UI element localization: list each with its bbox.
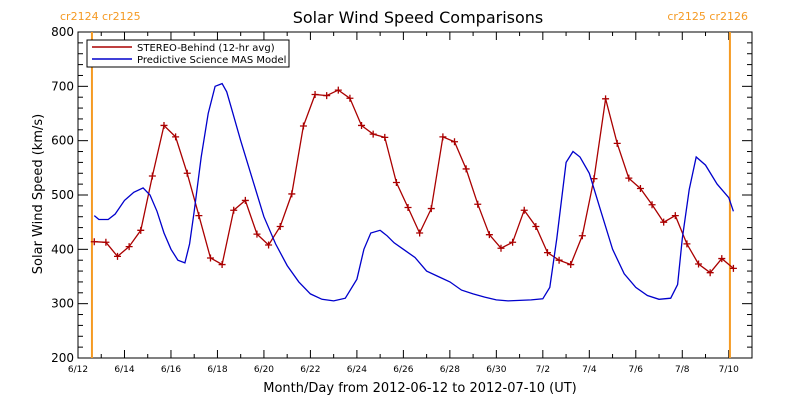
data-point-marker — [334, 86, 342, 94]
x-axis-label: Month/Day from 2012-06-12 to 2012-07-10 … — [263, 381, 576, 396]
series-line-2 — [93, 82, 735, 302]
chart-title: Solar Wind Speed Comparisons — [293, 8, 544, 27]
data-point-marker — [543, 249, 551, 257]
series-layer — [90, 82, 737, 302]
data-point-marker — [706, 269, 714, 277]
y-axis-label: Solar Wind Speed (km/s) — [31, 114, 46, 274]
data-point-marker — [683, 240, 691, 248]
data-point-marker — [299, 122, 307, 130]
data-point-marker — [509, 238, 517, 246]
data-point-marker — [729, 264, 737, 272]
legend-box — [86, 39, 290, 68]
data-point-marker — [532, 223, 540, 231]
y-tick-label: 600 — [51, 134, 74, 148]
x-tick-label: 6/16 — [161, 365, 181, 375]
cr-label: cr2125 cr2126 — [667, 10, 748, 23]
data-point-marker — [160, 121, 168, 129]
data-point-marker — [241, 196, 249, 204]
x-tick-label: 7/4 — [582, 365, 597, 375]
x-tick-label: 6/14 — [114, 365, 134, 375]
legend-label: Predictive Science MAS Model — [137, 55, 286, 66]
data-point-marker — [474, 200, 482, 208]
data-point-marker — [613, 139, 621, 147]
data-point-marker — [253, 230, 261, 238]
data-point-marker — [555, 256, 563, 264]
data-point-marker — [102, 238, 110, 246]
carrington-rotation-lines: cr2124 cr2125 cr2125 cr2126 — [60, 10, 748, 358]
axes-layer: 200 300 400 500 600 700 800 6/12 6/14 6/16 6/18 6/2… — [51, 25, 753, 375]
data-point-marker — [90, 238, 98, 246]
data-point-marker — [671, 212, 679, 220]
x-tick-label: 7/2 — [536, 365, 550, 375]
y-tick-label: 800 — [51, 25, 74, 39]
data-point-marker — [265, 241, 273, 249]
data-point-marker — [183, 169, 191, 177]
data-point-marker — [125, 243, 133, 251]
data-point-marker — [636, 184, 644, 192]
data-point-marker — [462, 165, 470, 173]
data-point-marker — [114, 252, 122, 260]
legend: STEREO-Behind (12-hr avg)Predictive Scie… — [86, 39, 290, 68]
x-tick-label: 6/30 — [486, 365, 506, 375]
y-tick-label: 400 — [51, 242, 74, 256]
data-point-marker — [578, 232, 586, 240]
data-point-marker — [195, 212, 203, 220]
data-point-marker — [718, 255, 726, 263]
y-tick-label: 200 — [51, 351, 74, 365]
y-tick-label: 300 — [51, 297, 74, 311]
data-point-marker — [358, 121, 366, 129]
x-tick-label: 6/28 — [440, 365, 460, 375]
data-point-marker — [567, 261, 575, 269]
data-point-marker — [311, 90, 319, 98]
data-point-marker — [148, 172, 156, 180]
x-tick-label: 7/10 — [719, 365, 739, 375]
data-point-marker — [404, 203, 412, 211]
data-point-marker — [230, 206, 238, 214]
data-point-marker — [497, 244, 505, 252]
data-point-marker — [381, 133, 389, 141]
data-point-marker — [520, 206, 528, 214]
x-tick-label: 7/6 — [629, 365, 644, 375]
data-point-marker — [346, 94, 354, 102]
data-point-marker — [276, 223, 284, 231]
data-point-marker — [369, 130, 377, 138]
data-point-marker — [439, 133, 447, 141]
cr-label: cr2124 cr2125 — [60, 10, 141, 23]
data-point-marker — [172, 133, 180, 141]
plot-frame — [77, 31, 753, 359]
data-point-marker — [625, 174, 633, 182]
data-point-marker — [451, 138, 459, 146]
data-point-marker — [288, 190, 296, 198]
data-point-marker — [602, 95, 610, 103]
data-point-marker — [392, 179, 400, 187]
x-tick-label: 6/12 — [68, 365, 88, 375]
y-tick-label: 500 — [51, 188, 74, 202]
data-point-marker — [660, 218, 668, 226]
data-point-marker — [416, 229, 424, 237]
x-tick-label: 6/24 — [347, 365, 367, 375]
data-point-marker — [218, 261, 226, 269]
data-point-marker — [485, 231, 493, 239]
series-line-1 — [94, 89, 734, 274]
data-point-marker — [323, 92, 331, 100]
data-point-marker — [648, 201, 656, 209]
data-point-marker — [137, 226, 145, 234]
data-point-marker — [206, 254, 214, 262]
x-tick-label: 6/18 — [207, 365, 227, 375]
x-tick-label: 6/26 — [393, 365, 413, 375]
data-point-marker — [695, 260, 703, 268]
legend-label: STEREO-Behind (12-hr avg) — [137, 43, 275, 54]
x-tick-label: 7/8 — [675, 365, 690, 375]
data-point-marker — [427, 205, 435, 213]
x-tick-label: 6/20 — [254, 365, 274, 375]
x-tick-label: 6/22 — [300, 365, 320, 375]
y-tick-label: 700 — [51, 79, 74, 93]
